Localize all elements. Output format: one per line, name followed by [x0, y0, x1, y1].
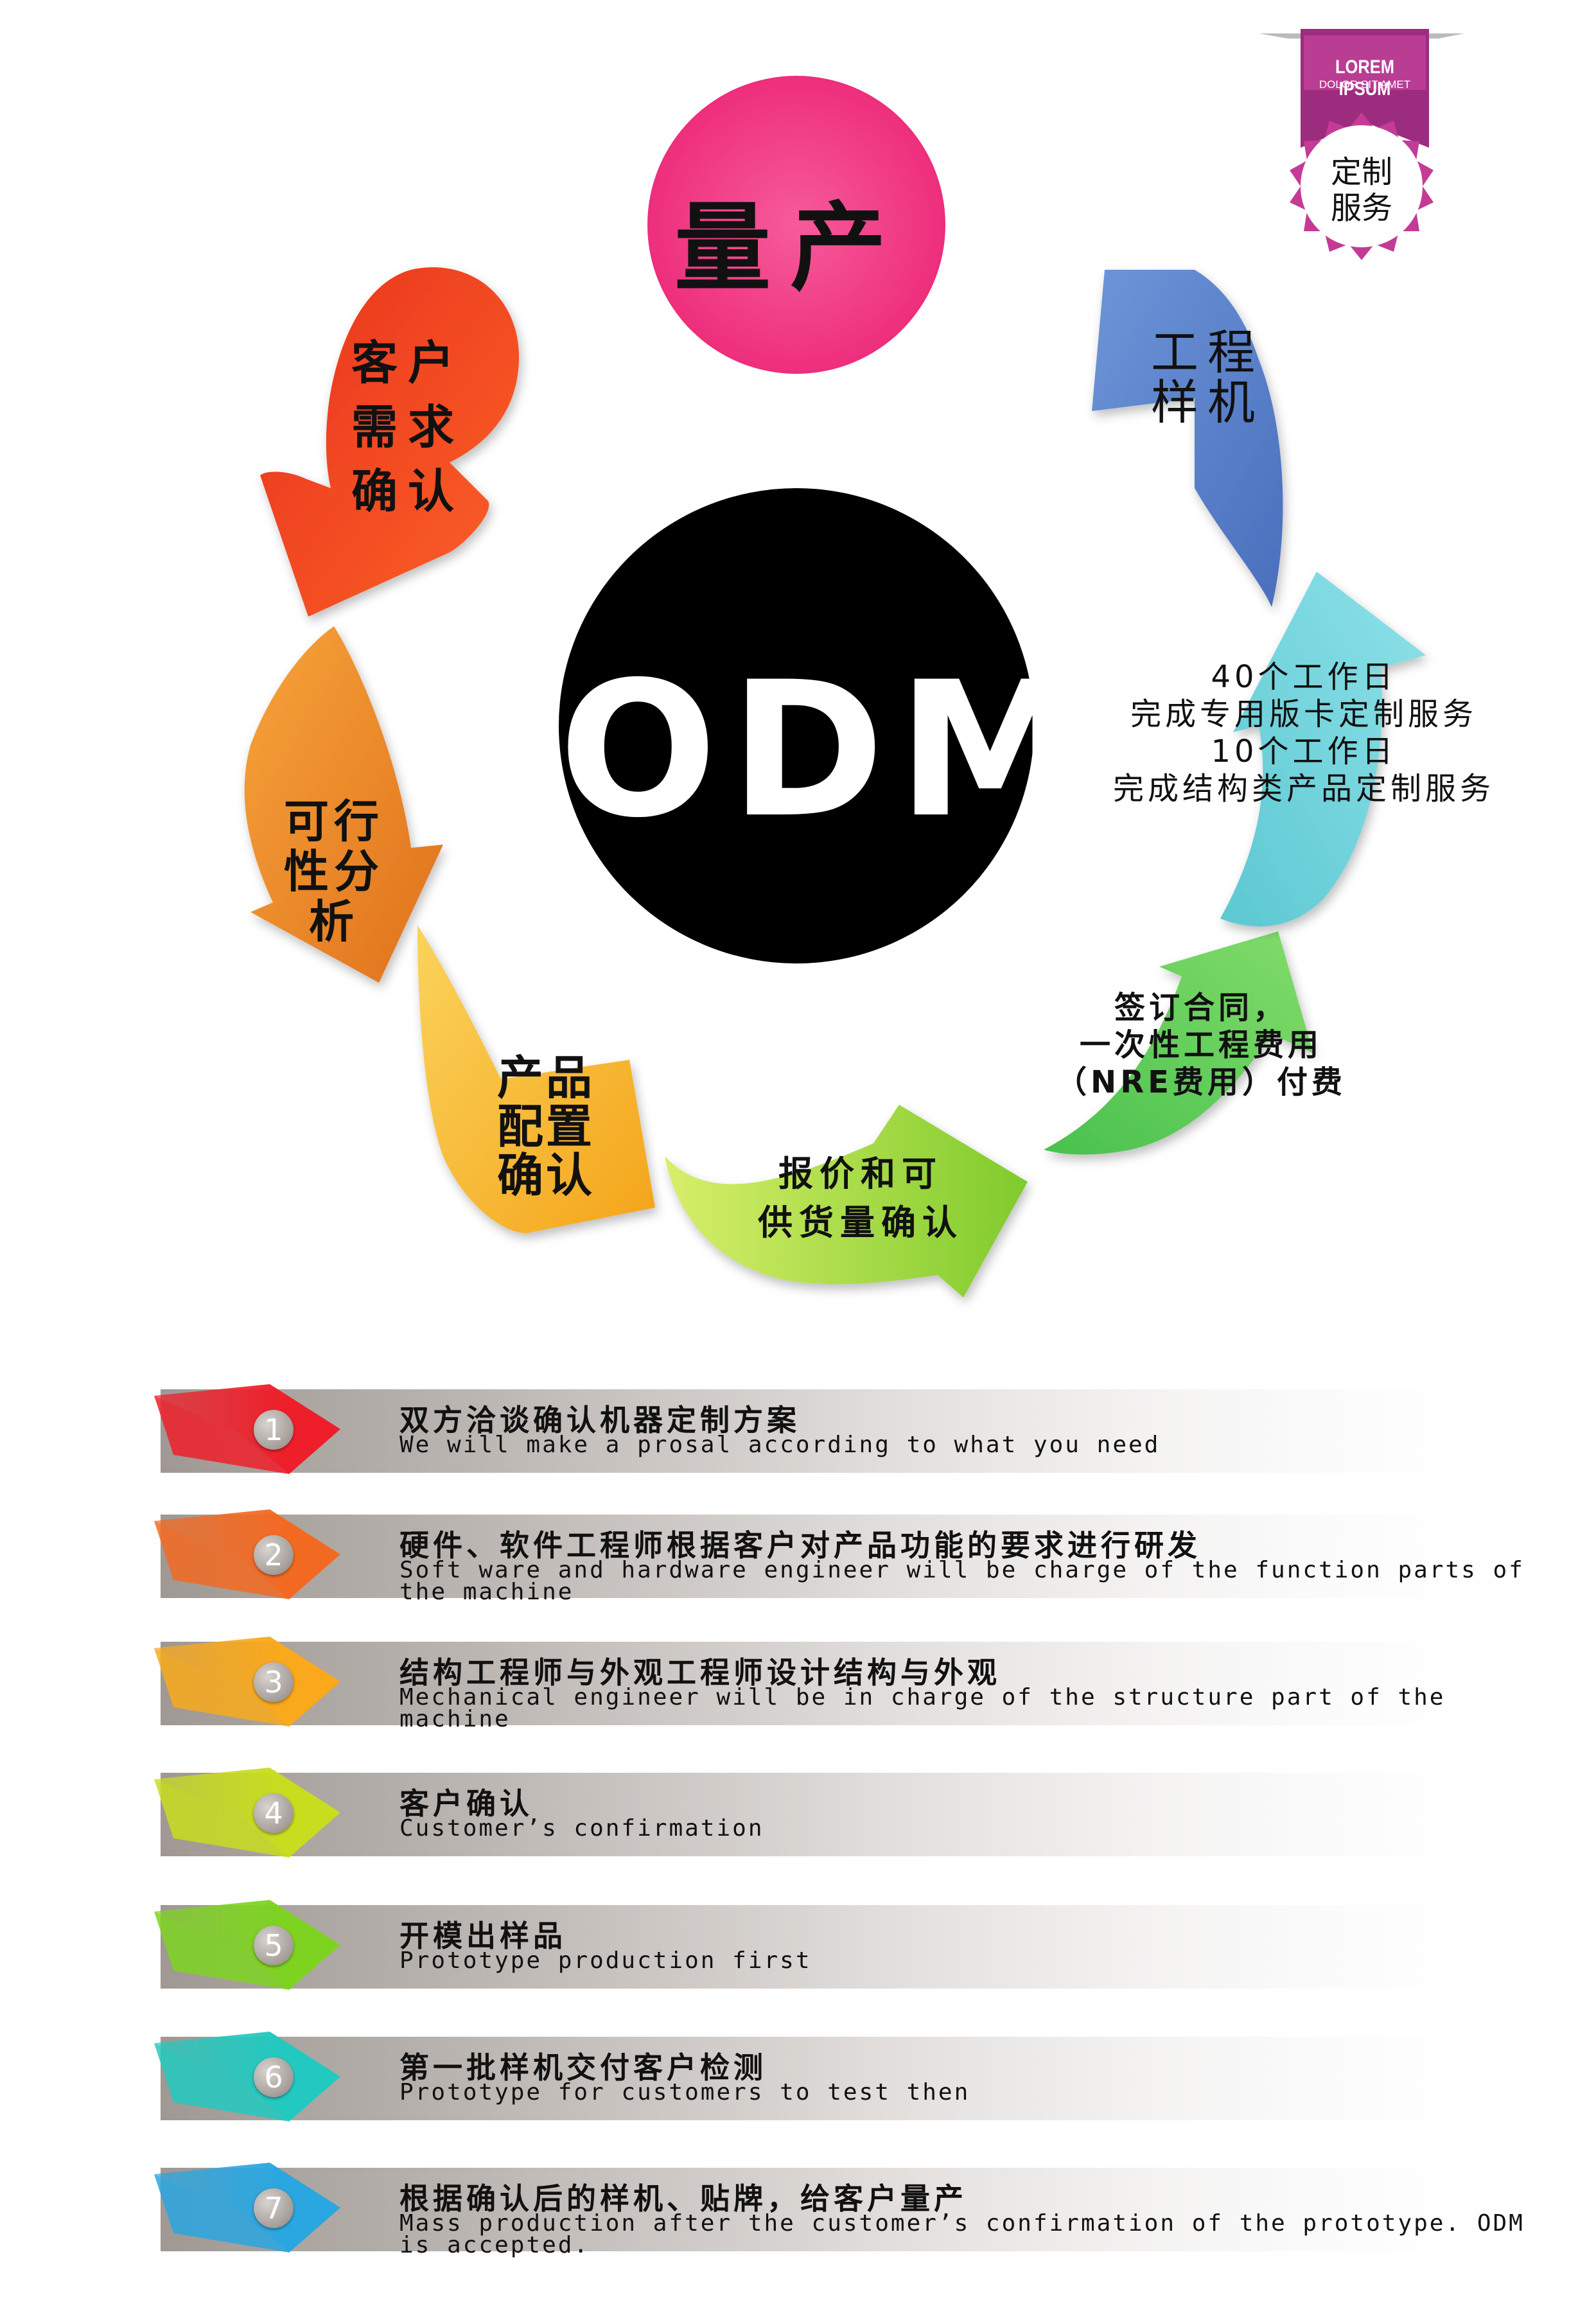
step-description: Prototype for customers to test then — [399, 2079, 970, 2105]
step-arrow — [154, 1384, 340, 1474]
odm-cycle-diagram — [244, 29, 1464, 1297]
step-title: 客户确认 — [399, 1786, 533, 1821]
step-number: 2 — [254, 1535, 294, 1575]
badge-ribbon-subtitle: DOLOR SIT AMET — [1319, 78, 1411, 91]
step-arrow — [154, 2163, 340, 2253]
step-bar — [154, 1637, 1567, 1727]
cycle-label-2: 可行 性分析 — [284, 795, 384, 948]
step-number: 3 — [254, 1662, 294, 1702]
step-row: 7 根据确认后的样机、贴牌，给客户量产 Mass production after … — [154, 2163, 1567, 2258]
step-title: 结构工程师与外观工程师设计结构与外观 — [399, 1655, 1001, 1690]
cycle-arrow-7 — [1092, 270, 1283, 607]
step-title: 开模出样品 — [399, 1919, 566, 1953]
step-number: 6 — [254, 2057, 294, 2097]
step-title: 双方洽谈确认机器定制方案 — [399, 1403, 800, 1437]
step-description: Prototype production first — [399, 1947, 812, 1974]
cycle-label-7: 工程 样机 — [1151, 325, 1264, 430]
step-title: 硬件、软件工程师根据客户对产品功能的要求进行研发 — [399, 1528, 1201, 1563]
step-arrow — [154, 2032, 340, 2122]
cycle-arrow-4 — [665, 1105, 1028, 1297]
step-arrow — [154, 1637, 340, 1727]
custom-service-badge — [1259, 29, 1464, 260]
odm-title: ODM — [559, 642, 1096, 859]
cycle-label-5: 签订合同， 一次性工程费用 （NRE费用）付费 — [1056, 990, 1346, 1100]
step-title: 根据确认后的样机、贴牌，给客户量产 — [399, 2181, 967, 2216]
step-number: 4 — [254, 1793, 294, 1833]
step-bar — [154, 2032, 1567, 2122]
step-description: Customer’s confirmation — [399, 1815, 764, 1841]
cycle-label-6: 40个工作日 完成专用版卡定制服务 10个工作日 完成结构类产品定制服务 — [1112, 659, 1495, 807]
cycle-arrow-1 — [260, 267, 520, 617]
step-number: 1 — [254, 1410, 294, 1450]
badge-text: 定制 服务 — [1330, 154, 1392, 226]
step-bar — [154, 2163, 1567, 2253]
step-bar — [154, 1509, 1567, 1599]
step-arrow — [154, 1900, 340, 1990]
step-row: 4 客户确认 Customer’s confirmation — [154, 1768, 1567, 1858]
step-description: Soft ware and hardware engineer will be … — [399, 1557, 1525, 1605]
step-description: Mass production after the customer’s con… — [399, 2210, 1525, 2258]
step-bar — [154, 1384, 1567, 1474]
step-arrow — [154, 1509, 340, 1599]
step-number: 7 — [254, 2188, 294, 2228]
mass-production-circle — [647, 76, 945, 374]
step-row: 5 开模出样品 Prototype production first — [154, 1900, 1567, 1990]
mass-production-label: 量产 — [674, 193, 906, 304]
cycle-arrow-2 — [244, 626, 443, 983]
step-row: 1 双方洽谈确认机器定制方案 We will make a prosal accor… — [154, 1384, 1567, 1474]
cycle-arrow-3 — [417, 925, 655, 1233]
step-description: We will make a prosal according to what … — [399, 1432, 1161, 1458]
step-bar — [154, 1768, 1567, 1858]
step-row: 6 第一批样机交付客户检测 Prototype for customers to t… — [154, 2032, 1567, 2122]
step-arrow — [154, 1768, 340, 1858]
cycle-arrow-5 — [1044, 931, 1313, 1155]
cycle-arrow-6 — [1220, 572, 1426, 927]
step-row: 2 硬件、软件工程师根据客户对产品功能的要求进行研发 Soft ware and h… — [154, 1509, 1567, 1604]
step-number: 5 — [254, 1926, 294, 1965]
cycle-label-3: 产品 配置 确认 — [496, 1051, 595, 1202]
step-bar — [154, 1900, 1567, 1990]
step-row: 3 结构工程师与外观工程师设计结构与外观 Mechanical engineer w… — [154, 1637, 1567, 1732]
badge-ribbon-title: LOREM IPSUM — [1335, 57, 1395, 100]
step-description: Mechanical engineer will be in charge of… — [399, 1684, 1446, 1732]
odm-circle — [559, 488, 1034, 963]
step-title: 第一批样机交付客户检测 — [399, 2050, 767, 2085]
cycle-label-4: 报价和可 供货量确认 — [758, 1154, 963, 1243]
cycle-label-1: 客户 需求 确认 — [351, 336, 464, 518]
